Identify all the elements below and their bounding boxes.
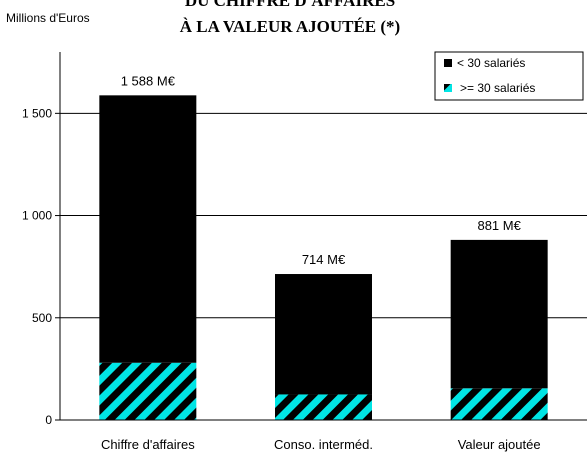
y-tick-labels: 0 500 1 000 1 500: [22, 106, 52, 427]
legend-swatch-large: [444, 84, 452, 92]
data-labels: 1 588 M€ 714 M€ 881 M€: [121, 73, 522, 267]
legend-swatch-small: [444, 59, 452, 67]
y-tick-label: 1 000: [22, 209, 52, 223]
bars: [99, 95, 548, 420]
y-tick-label: 500: [32, 311, 52, 325]
axes: [55, 52, 587, 421]
bar-segment-large: [99, 362, 197, 420]
bar-segment-small: [275, 274, 372, 395]
legend: < 30 salariés >= 30 salariés: [434, 51, 584, 101]
bar-segment-small: [450, 239, 548, 389]
chart-title-line-1: DU CHIFFRE D'AFFAIRES: [185, 0, 395, 10]
data-label: 881 M€: [477, 218, 521, 233]
bar-segment-small: [99, 95, 197, 363]
bar-segment-large: [275, 394, 372, 420]
data-label: 714 M€: [302, 252, 346, 267]
unit-label: Millions d'Euros: [6, 11, 90, 25]
legend-label-small: < 30 salariés: [457, 56, 525, 70]
y-tick-label: 1 500: [22, 106, 52, 120]
x-tick-labels: Chiffre d'affaires Conso. interméd. Valeur…: [101, 437, 541, 452]
y-tick-label: 0: [45, 413, 52, 427]
data-label: 1 588 M€: [121, 73, 176, 88]
x-tick-label: Chiffre d'affaires: [101, 437, 195, 452]
bar-segment-large: [450, 388, 548, 420]
legend-label-large: >= 30 salariés: [460, 81, 535, 95]
x-tick-label: Valeur ajoutée: [458, 437, 541, 452]
chart-title-line-2: À LA VALEUR AJOUTÉE (*): [180, 17, 400, 36]
legend-box: [434, 51, 584, 101]
x-tick-label: Conso. interméd.: [274, 437, 373, 452]
